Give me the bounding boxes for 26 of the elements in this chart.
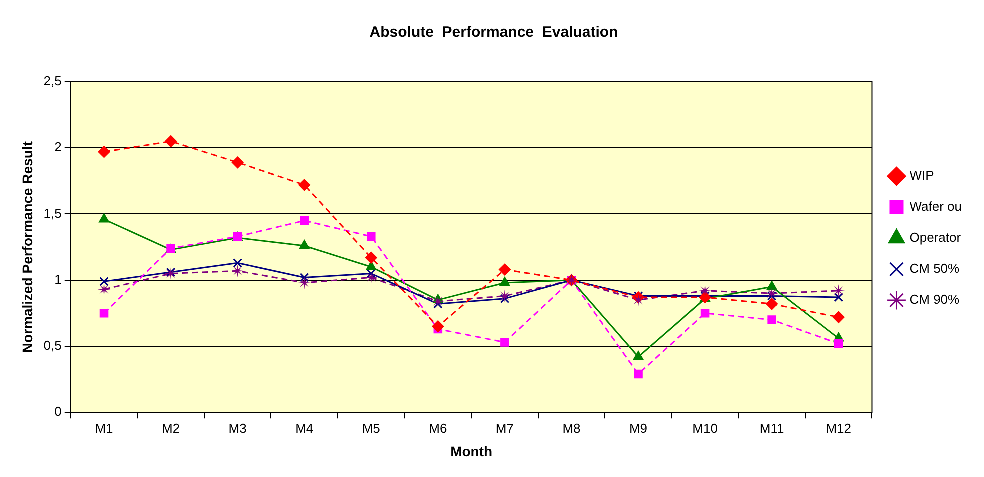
y-tick-label: 2,5 <box>44 74 62 89</box>
x-tick-label: M11 <box>760 420 784 436</box>
x-tick-label: M9 <box>629 420 648 436</box>
x-tick-label: M4 <box>296 420 314 436</box>
y-tick-label: 1 <box>54 272 62 287</box>
x-tick-label: M1 <box>95 420 114 436</box>
x-tick-label: M3 <box>228 420 247 436</box>
x-tick-label: M10 <box>692 420 718 436</box>
y-tick-label: 1,5 <box>44 206 62 221</box>
x-axis-title: Month <box>450 443 493 460</box>
legend-label: Wafer ou <box>910 199 962 214</box>
chart-title: Absolute Performance Evaluation <box>370 24 618 42</box>
y-tick-label: 2 <box>54 140 62 155</box>
legend-label: WIP <box>910 168 934 184</box>
y-tick-label: 0,5 <box>44 338 62 354</box>
legend-label: CM 90% <box>910 292 960 308</box>
x-tick-label: M12 <box>826 420 852 436</box>
x-tick-label: M8 <box>562 420 581 436</box>
x-tick-label: M2 <box>162 420 180 436</box>
x-tick-label: M7 <box>496 420 514 436</box>
legend-label: Operator <box>910 230 962 246</box>
x-tick-label: M5 <box>362 420 380 436</box>
legend-label: CM 50% <box>910 261 960 276</box>
y-axis-title: Normalized Performance Result <box>19 141 36 354</box>
y-tick-label: 0 <box>54 404 62 420</box>
x-tick-label: M6 <box>429 420 448 436</box>
